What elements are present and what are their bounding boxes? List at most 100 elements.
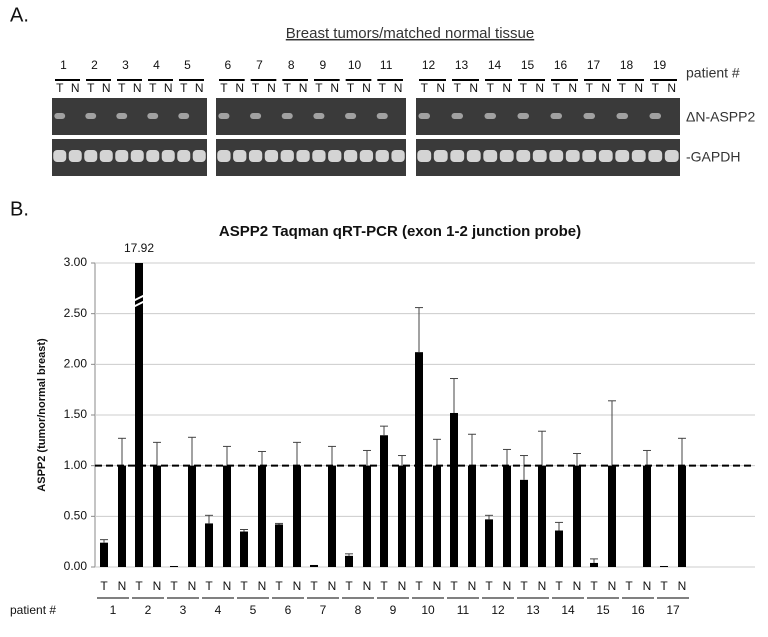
lane-label: T — [180, 81, 188, 95]
x-tick-label: 10 — [421, 603, 435, 617]
patient-label: 19 — [653, 58, 667, 72]
bar — [380, 435, 388, 567]
x-tick-label: 15 — [596, 603, 610, 617]
gel-band — [583, 113, 595, 119]
gel-band — [328, 150, 341, 162]
bar-label: T — [275, 579, 283, 593]
gel-band — [648, 150, 662, 162]
bar — [345, 556, 353, 567]
x-tick-label: 13 — [526, 603, 540, 617]
lane-label: N — [71, 81, 80, 95]
patient-label: 14 — [488, 58, 502, 72]
row-label: patient # — [686, 65, 740, 81]
bar — [188, 466, 196, 567]
bar-label: N — [433, 579, 442, 593]
bar-label: N — [188, 579, 197, 593]
lane-label: N — [102, 81, 111, 95]
bar — [153, 466, 161, 567]
gel-band — [313, 113, 324, 119]
x-tick-label: 14 — [561, 603, 575, 617]
lane-label: N — [568, 81, 577, 95]
y-tick-label: 1.00 — [64, 458, 88, 472]
bar — [170, 566, 178, 567]
gel-band — [281, 150, 294, 162]
bar-label: T — [520, 579, 528, 593]
bar — [223, 466, 231, 567]
lane-label: N — [436, 81, 445, 95]
bar-label: N — [678, 579, 687, 593]
bar — [433, 466, 441, 567]
gel-band — [517, 113, 529, 119]
lane-label: T — [454, 81, 462, 95]
gel-band — [615, 150, 629, 162]
lane-label: N — [267, 81, 276, 95]
gel-band — [265, 150, 278, 162]
x-tick-label: 11 — [457, 603, 470, 617]
bar — [503, 466, 511, 567]
bar-label: T — [310, 579, 318, 593]
gel-band — [582, 150, 596, 162]
bar-label: N — [398, 579, 407, 593]
gel-band — [69, 150, 82, 162]
x-axis-label: patient # — [10, 603, 56, 617]
bar — [678, 466, 686, 567]
gel-band — [483, 150, 497, 162]
patient-label: 15 — [521, 58, 535, 72]
patient-label: 3 — [122, 58, 129, 72]
lane-label: N — [502, 81, 511, 95]
lane-label: N — [469, 81, 478, 95]
gel-band — [312, 150, 325, 162]
bar-label: N — [258, 579, 267, 593]
lane-label: T — [118, 81, 126, 95]
bar-label: T — [590, 579, 598, 593]
gel-band — [218, 113, 229, 119]
lane-label: T — [149, 81, 157, 95]
bar — [608, 466, 616, 567]
lane-label: N — [299, 81, 308, 95]
lane-label: T — [315, 81, 323, 95]
gel-band — [616, 113, 628, 119]
bar — [415, 352, 423, 567]
gel-band — [296, 150, 309, 162]
y-tick-label: 3.00 — [64, 255, 88, 269]
y-tick-label: 1.50 — [64, 407, 88, 421]
patient-label: 12 — [422, 58, 436, 72]
x-tick-label: 17 — [666, 603, 680, 617]
lane-label: N — [362, 81, 371, 95]
gel-band — [549, 150, 563, 162]
lane-label: T — [553, 81, 561, 95]
lane-label: N — [235, 81, 244, 95]
lane-label: T — [252, 81, 260, 95]
bar-label: T — [205, 579, 213, 593]
gel-band — [391, 150, 404, 162]
patient-label: 1 — [60, 58, 67, 72]
bar — [485, 519, 493, 567]
bar-label: N — [503, 579, 512, 593]
bar — [205, 523, 213, 567]
gel-band — [85, 113, 96, 119]
gel-band — [178, 113, 189, 119]
gel-band — [116, 113, 127, 119]
lane-label: T — [487, 81, 495, 95]
gel-band — [115, 150, 128, 162]
y-tick-label: 2.00 — [64, 357, 88, 371]
bar — [328, 466, 336, 567]
gel-band — [377, 113, 388, 119]
gel-band — [566, 150, 580, 162]
gel-band — [450, 150, 464, 162]
bar — [240, 532, 248, 567]
gel-band — [516, 150, 530, 162]
patient-label: 4 — [153, 58, 160, 72]
gel-band — [54, 113, 65, 119]
panel-label: A. — [10, 4, 29, 26]
bar-label: N — [118, 579, 127, 593]
x-tick-label: 8 — [355, 603, 362, 617]
gel-band — [484, 113, 496, 119]
gel-band — [250, 113, 261, 119]
lane-label: T — [347, 81, 355, 95]
gel-band — [376, 150, 389, 162]
bar-label: T — [625, 579, 633, 593]
bar — [363, 466, 371, 567]
x-tick-label: 2 — [145, 603, 152, 617]
gel-band — [177, 150, 190, 162]
